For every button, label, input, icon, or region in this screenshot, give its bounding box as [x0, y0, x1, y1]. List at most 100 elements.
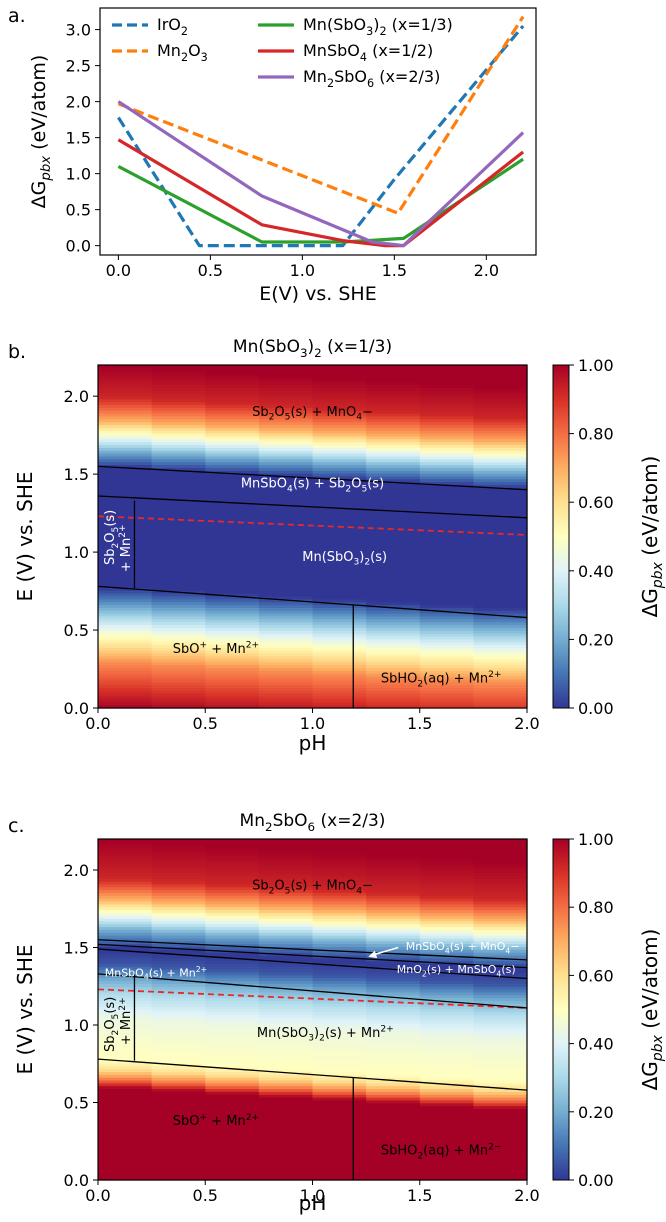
panel-c-heat-cell [258, 1029, 314, 1033]
panel-c-heat-cell [98, 1003, 153, 1008]
panel-c-heat-cell [419, 995, 474, 999]
panel-b-heat-cell [205, 673, 260, 678]
panel-b-heat-cell [98, 539, 153, 543]
panel-b-heat-cell [258, 413, 314, 418]
panel-c-heat-cell [151, 1052, 206, 1056]
panel-a-y-tick-label: 0.0 [66, 237, 91, 256]
panel-c-heat-cell [473, 1157, 528, 1161]
panel-c-heat-cell [98, 1131, 153, 1136]
panel-b-heat-cell [205, 625, 260, 629]
panel-b-heat-cell [312, 493, 367, 498]
panel-c-heat-cell [312, 1069, 367, 1073]
panel-b-heat-cell [151, 536, 206, 540]
panel-b-heat-cell [151, 499, 206, 503]
panel-c-heat-cell [151, 981, 206, 985]
panel-b-heat-cell [473, 539, 528, 543]
panel-b-heat-cell [312, 593, 367, 598]
panel-b-heat-cell [205, 367, 260, 372]
panel-b-heat-cell [151, 490, 206, 495]
panel-b-heat-cell [312, 702, 367, 706]
panel-b-heat-cell [312, 628, 367, 632]
panel-c-heat-cell [366, 966, 421, 971]
panel-c-heat-cell [312, 890, 367, 894]
panel-c-heat-cell [205, 921, 260, 925]
panel-b-y-tick-label: 0.0 [64, 699, 89, 718]
panel-c-heat-cell [366, 1049, 421, 1053]
panel-b-heat-cell [366, 553, 421, 558]
panel-b-heat-cell [258, 539, 314, 543]
panel-b-heat-cell [312, 622, 367, 626]
panel-b-heat-cell [205, 556, 260, 560]
panel-c-heat-cell [419, 856, 474, 860]
panel-b-heat-cell [473, 593, 528, 598]
panel-b-heat-cell [98, 485, 153, 489]
panel-a-x-tick-label: 1.0 [290, 261, 315, 280]
panel-c-heat-cell [473, 1069, 528, 1073]
panel-b-heat-cell [151, 447, 206, 452]
panel-b-heat-cell [98, 425, 153, 429]
panel-c-heat-cell [312, 932, 367, 937]
panel-c-heat-cell [473, 915, 528, 920]
panel-c-heat-cell [366, 944, 421, 948]
panel-c-heat-cell [312, 972, 367, 976]
panel-c-heat-cell [205, 938, 260, 942]
panel-c-heat-cell [205, 1052, 260, 1056]
panel-c-heat-cell [98, 907, 153, 911]
panel-b-heat-cell [98, 625, 153, 629]
panel-c-heat-cell [473, 1001, 528, 1005]
panel-c-heat-cell [312, 867, 367, 871]
panel-c-heat-cell [98, 1069, 153, 1073]
panel-b-heat-cell [98, 693, 153, 698]
panel-b-heat-cell [419, 582, 474, 586]
panel-c-heat-cell [98, 850, 153, 854]
panel-c-heat-cell [473, 1117, 528, 1121]
panel-b-heat-cell [312, 610, 367, 615]
panel-c-heat-cell [151, 1160, 206, 1164]
panel-c-heat-cell [205, 1037, 260, 1042]
panel-c-heat-cell [258, 1111, 314, 1116]
panel-c-heat-cell [366, 941, 421, 945]
panel-b-heat-cell [258, 550, 314, 555]
panel-c-heat-cell [98, 1080, 153, 1084]
panel-b-heat-cell [419, 553, 474, 558]
panel-b-heat-cell [312, 505, 367, 509]
panel-c-heat-cell [312, 961, 367, 965]
panel-c-heat-cell [258, 1126, 314, 1130]
panel-c-heat-cell [366, 1148, 421, 1153]
panel-b-heat-cell [366, 656, 421, 660]
panel-b-heat-cell [98, 476, 153, 480]
panel-b-heat-cell [312, 596, 367, 600]
panel-c-pourbaix-heatmap: c. Mn2SbO6 (x=2/3)Sb2O5(s) + MnO4−MnSbO4(… [8, 811, 666, 1215]
panel-c-heat-cell [98, 1083, 153, 1087]
panel-b-heat-cell [98, 636, 153, 640]
panel-c-heat-cell [366, 1109, 421, 1113]
panel-c-heat-cell [151, 870, 206, 874]
panel-c-heat-cell [258, 975, 314, 979]
panel-c-heat-cell [258, 1032, 314, 1036]
panel-c-heat-cell [98, 1057, 153, 1062]
panel-c-heat-cell [151, 861, 206, 866]
panel-b-heat-cell [366, 390, 421, 395]
panel-c-heat-cell [312, 1171, 367, 1175]
panel-b-heat-cell [98, 676, 153, 681]
panel-b-heat-cell [312, 588, 367, 592]
panel-c-region-label-6: + Mn2+ [118, 997, 134, 1045]
panel-c-heat-cell [98, 1026, 153, 1030]
panel-c-heat-cell [205, 890, 260, 894]
panel-b-heat-cell [98, 613, 153, 618]
panel-c-heat-cell [473, 1097, 528, 1101]
panel-b-heat-cell [366, 639, 421, 643]
panel-c-colorbar-tick-label: 0.00 [578, 1171, 614, 1190]
panel-b-heat-cell [205, 442, 260, 446]
panel-c-heat-cell [419, 870, 474, 874]
panel-b-heat-cell [205, 459, 260, 463]
panel-c-heat-cell [205, 1174, 260, 1178]
panel-b-heat-cell [419, 625, 474, 629]
panel-b-heat-cell [473, 505, 528, 509]
panel-b-heat-cell [419, 410, 474, 415]
panel-b-heat-cell [312, 676, 367, 681]
panel-c-heat-cell [366, 1106, 421, 1110]
panel-b-heat-cell [205, 487, 260, 492]
panel-c-heat-cell [205, 1131, 260, 1136]
panel-c-heat-cell [473, 1083, 528, 1087]
